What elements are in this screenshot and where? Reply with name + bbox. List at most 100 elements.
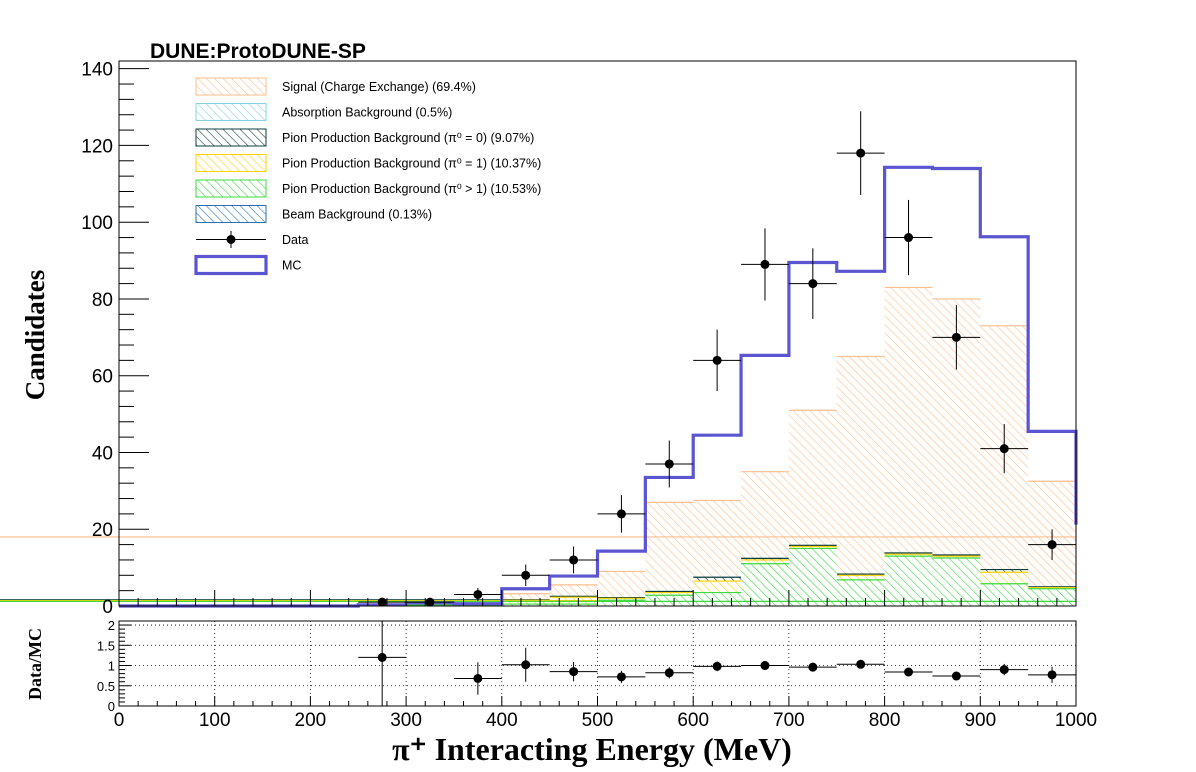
legend-entry-signal: Signal (Charge Exchange) (69.4%) — [195, 77, 476, 96]
legend: Signal (Charge Exchange) (69.4%) Absorpti… — [194, 77, 541, 276]
y-tick-label: 20 — [92, 520, 113, 541]
ratio-y-tick-label: 1 — [108, 659, 115, 674]
legend-label: Data — [282, 233, 308, 247]
x-tick-label: 300 — [390, 710, 422, 731]
legend-entry-pion-prod-0: Pion Production Background (π⁰ = 0) (9.0… — [195, 128, 534, 147]
legend-swatch — [195, 205, 267, 223]
data-point — [836, 111, 885, 195]
data-point — [932, 305, 981, 370]
ratio-point — [453, 662, 502, 695]
y-tick-label: 40 — [92, 443, 113, 464]
ratio-point — [980, 663, 1029, 676]
ratio-point — [741, 661, 789, 671]
y-tick-label: 0 — [102, 597, 113, 618]
stack-bin — [549, 604, 598, 606]
y-tick-label: 60 — [92, 367, 113, 388]
legend-swatch — [195, 179, 267, 198]
ratio-point — [645, 667, 694, 679]
legend-label: Absorption Background (0.5%) — [282, 106, 452, 120]
x-tick-label: 100 — [199, 710, 231, 731]
stack-bin — [645, 595, 694, 606]
legend-swatch — [195, 128, 267, 147]
legend-label: Pion Production Background (π⁰ > 1) (10.… — [282, 182, 541, 196]
stack-bin — [501, 600, 550, 606]
stack-bin — [741, 563, 789, 606]
y-tick-label: 140 — [81, 60, 113, 81]
ratio-point — [884, 667, 933, 677]
ratio-point — [358, 621, 407, 706]
x-axis-label: π⁺ Interacting Energy (MeV) — [392, 731, 792, 767]
x-tick-label: 0 — [114, 710, 125, 731]
data-point — [1028, 529, 1076, 560]
legend-label: Beam Background (0.13%) — [282, 208, 432, 222]
legend-swatch — [194, 254, 268, 276]
legend-label: Pion Production Background (π⁰ = 0) (9.0… — [282, 131, 534, 145]
stack-bin — [932, 558, 981, 606]
data-point — [406, 597, 454, 607]
legend-label: Signal (Charge Exchange) (69.4%) — [282, 80, 476, 94]
legend-entry-data: Data — [196, 231, 308, 248]
stack-bin — [836, 356, 885, 606]
ratio-point — [1028, 666, 1076, 683]
ratio-point — [836, 659, 885, 669]
x-tick-label: 1000 — [1055, 710, 1097, 731]
x-tick-label: 700 — [773, 710, 805, 731]
legend-entry-beam-bkg: Beam Background (0.13%) — [195, 205, 432, 223]
ratio-y-tick-label: 1.5 — [97, 638, 115, 653]
legend-entry-pion-prod-1: Pion Production Background (π⁰ = 1) (10.… — [195, 154, 541, 172]
stack-bin — [884, 556, 933, 606]
data-point — [788, 248, 837, 319]
stack-bin — [788, 548, 837, 606]
experiment-label: DUNE:ProtoDUNE-SP — [150, 40, 366, 63]
legend-swatch — [195, 103, 267, 121]
x-tick-label: 500 — [582, 710, 614, 731]
stack-pion-prod-gt1 — [0, 547, 1076, 606]
stack-bin — [501, 604, 550, 606]
data-point — [501, 564, 550, 587]
x-tick-label: 800 — [869, 710, 901, 731]
legend-swatch — [195, 77, 267, 96]
main-y-axis: 0 20 40 60 80 100 120 140 — [81, 60, 149, 618]
x-tick-label: 200 — [295, 710, 327, 731]
stack-bin — [1028, 588, 1076, 606]
data-point — [358, 597, 407, 607]
x-tick-label: 400 — [486, 710, 518, 731]
ratio-y-tick-label: 0 — [108, 699, 115, 714]
stack-bin — [693, 592, 742, 606]
ratio-axes: 0 0.5 1 1.5 2 0 100 200 300 400 500 600 700 800 900 100… — [97, 618, 1097, 731]
mc-line — [119, 165, 1078, 608]
legend-entry-pion-prod-gt1: Pion Production Background (π⁰ > 1) (10.… — [195, 179, 541, 198]
legend-label: MC — [282, 259, 301, 273]
stack-bin — [836, 579, 885, 606]
legend-entry-mc: MC — [194, 254, 301, 276]
ratio-point — [549, 661, 598, 682]
data-point — [597, 495, 646, 533]
ratio-grid — [119, 621, 1076, 706]
legend-swatch — [195, 154, 267, 172]
data-points — [358, 111, 1076, 607]
stack-bin — [597, 600, 646, 606]
stack-bin — [645, 502, 694, 606]
data-point — [741, 228, 789, 301]
x-tick-label: 600 — [677, 710, 709, 731]
data-point — [453, 587, 502, 602]
ratio-y-tick-label: 2 — [108, 618, 115, 633]
mc-total-line — [119, 165, 1078, 608]
y-tick-label: 100 — [81, 213, 113, 234]
ratio-points — [358, 621, 1076, 706]
stack-bin — [980, 583, 1029, 606]
main-x-ticks — [118, 590, 1077, 606]
legend-label: Pion Production Background (π⁰ = 1) (10.… — [282, 157, 541, 171]
main-y-axis-label: Candidates — [20, 270, 50, 401]
y-tick-label: 120 — [81, 136, 113, 157]
data-point — [884, 199, 933, 276]
y-tick-label: 80 — [92, 290, 113, 311]
legend-entry-absorption: Absorption Background (0.5%) — [195, 103, 452, 121]
data-point — [645, 440, 694, 488]
stacked-histogram — [0, 286, 1076, 606]
ratio-point — [788, 662, 837, 672]
ratio-point — [693, 661, 742, 672]
ratio-y-tick-label: 0.5 — [97, 679, 115, 694]
data-point — [693, 329, 742, 392]
